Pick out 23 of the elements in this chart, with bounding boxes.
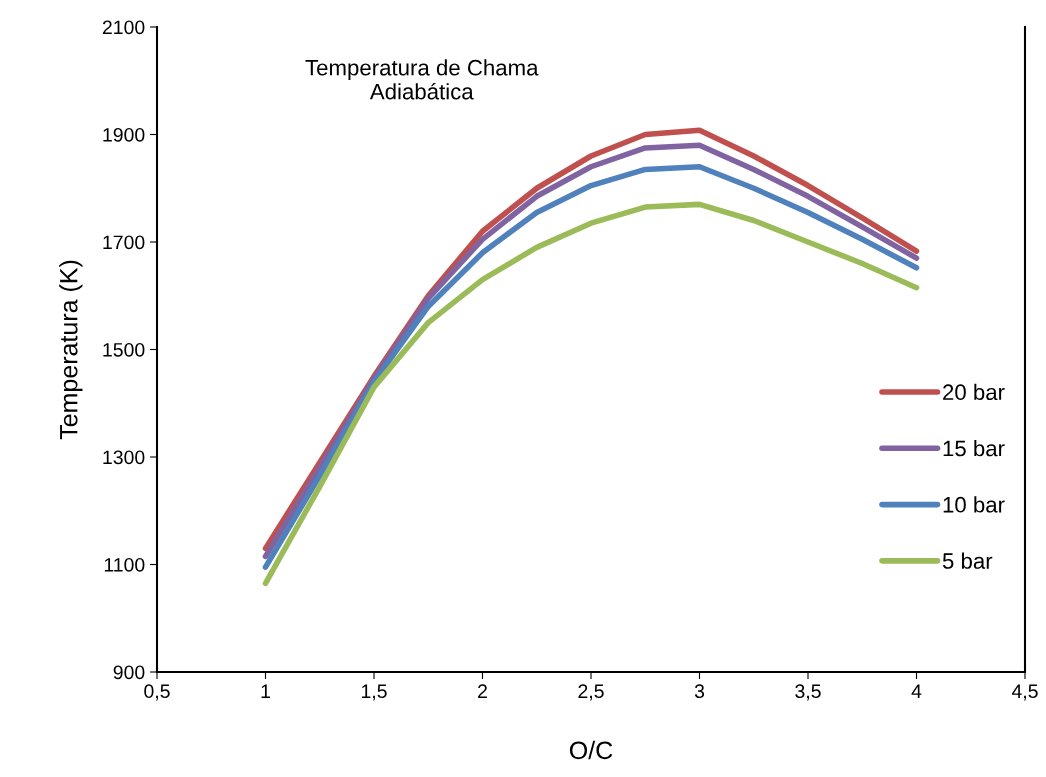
y-tick-label: 1700 <box>103 235 145 250</box>
x-tick-label: 1,5 <box>361 684 387 701</box>
y-tick-label: 1300 <box>103 450 145 465</box>
legend-label: 10 bar <box>943 496 1005 513</box>
x-tick-label: 0,5 <box>144 684 170 701</box>
x-tick-label: 4 <box>911 684 922 698</box>
legend-label: 15 bar <box>943 440 1005 457</box>
x-tick-label: 2,5 <box>578 684 604 701</box>
x-axis-title: O/C <box>569 740 613 760</box>
legend-label: 5 bar <box>942 552 993 569</box>
x-tick-label: 3,5 <box>795 684 821 701</box>
y-tick-label: 900 <box>113 665 145 680</box>
text: Temperatura de Chama Adiabática <box>305 59 539 100</box>
y-tick-label: 2100 <box>102 20 145 35</box>
x-tick-label: 2 <box>478 684 487 698</box>
legend-label: 20 bar <box>943 383 1005 401</box>
y-tick-label: 1900 <box>103 127 145 142</box>
y-tick-label: 1100 <box>104 557 145 572</box>
y-axis-title: Temperatura (K) <box>59 260 83 440</box>
x-tick-label: 4,5 <box>1011 684 1038 701</box>
x-tick-label: 1 <box>261 684 270 698</box>
x-tick-label: 3 <box>694 684 705 699</box>
y-tick-label: 1500 <box>103 342 145 357</box>
